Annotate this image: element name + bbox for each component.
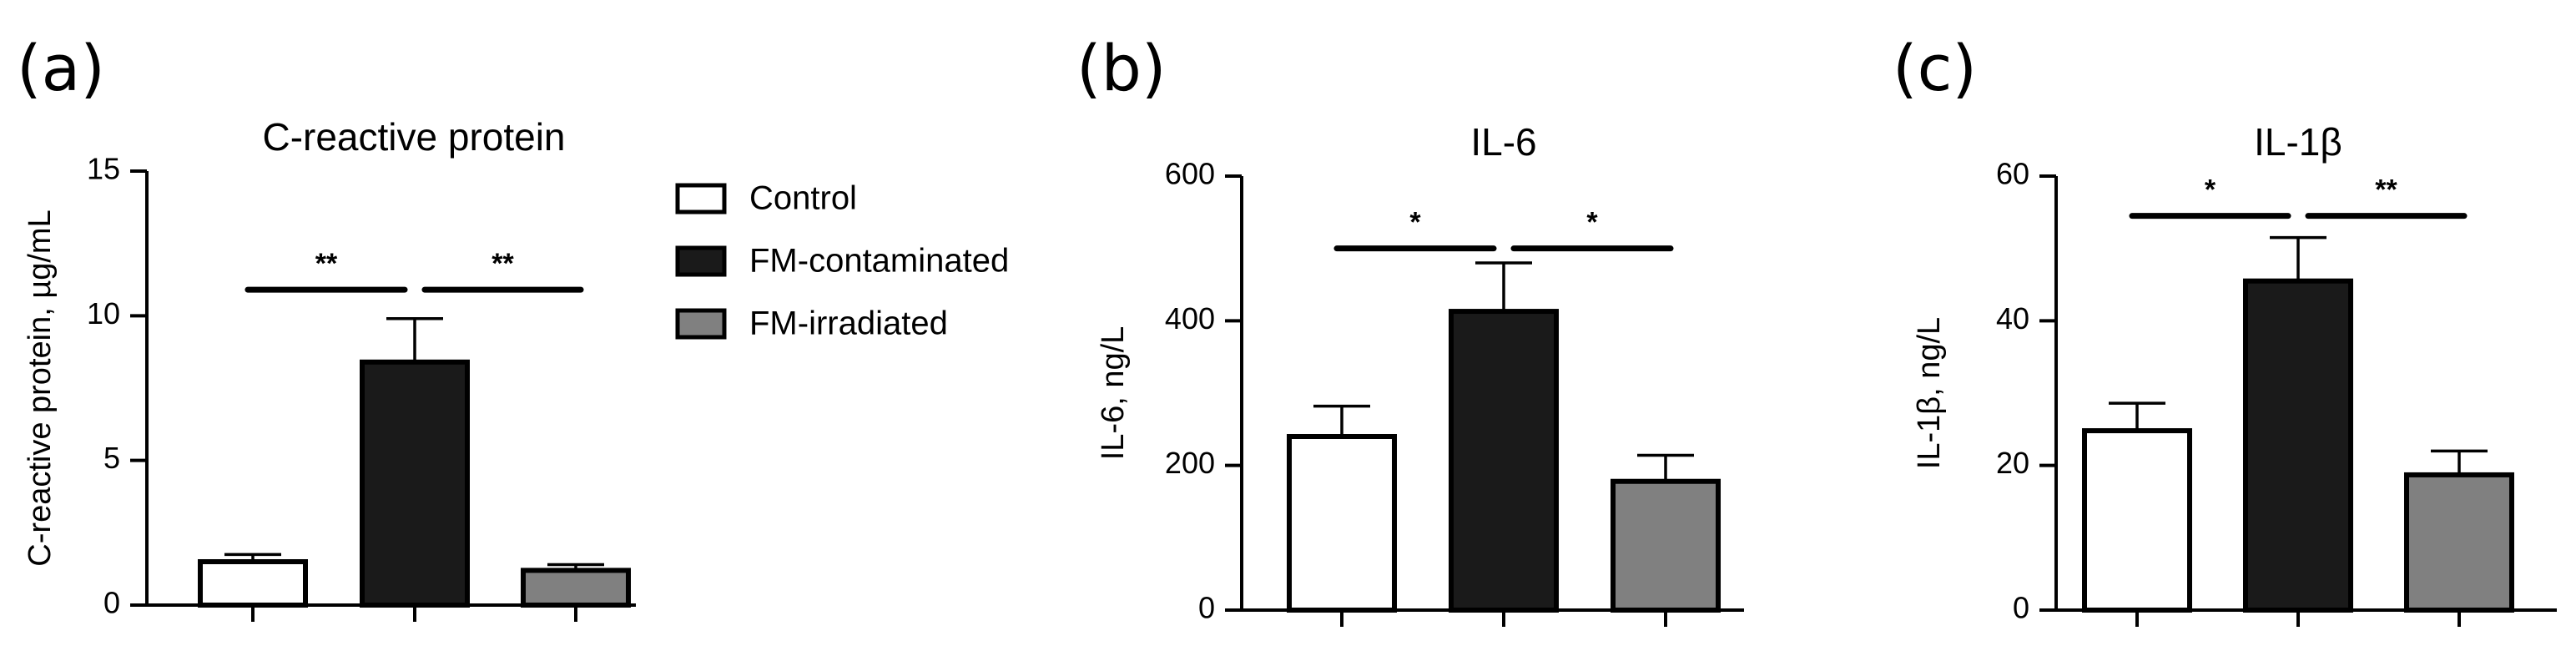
chart-title: C-reactive protein <box>262 115 565 159</box>
y-axis-label: IL-6, ng/L <box>1096 326 1131 461</box>
bar-fm-contaminated <box>360 359 470 608</box>
significance-label: ** <box>2375 174 2397 206</box>
y-tick-label: 60 <box>1996 157 2029 191</box>
bar-fm-irradiated <box>2404 472 2514 613</box>
y-tick-label: 40 <box>1996 301 2029 336</box>
chart-title: IL-1β <box>2254 120 2342 164</box>
y-tick-label: 10 <box>87 296 120 331</box>
bar-control <box>198 559 308 608</box>
significance-label: * <box>2205 174 2216 206</box>
significance-label: ** <box>492 248 514 280</box>
legend-label-control: Control <box>749 180 857 217</box>
chart-panel-1: (a) C-reactive protein C-reactive protein,… <box>17 31 636 622</box>
bar-fm-contaminated <box>1449 309 1559 613</box>
y-tick-label: 400 <box>1165 301 1215 336</box>
legend-item-fm-contaminated: FM-contaminated <box>675 243 1009 280</box>
y-tick-label: 200 <box>1165 446 1215 480</box>
chart-title: IL-6 <box>1470 120 1536 164</box>
legend-swatch-fm-irradiated <box>675 308 727 340</box>
legend-label-fm-contaminated: FM-contaminated <box>749 243 1009 280</box>
panel-label: (a) <box>17 31 105 105</box>
significance-label: * <box>1409 207 1421 239</box>
y-tick-label: 0 <box>1198 591 1215 625</box>
legend-item-fm-irradiated: FM-irradiated <box>675 305 948 342</box>
panel-label: (b) <box>1076 31 1167 105</box>
bar-fm-contaminated <box>2243 278 2353 613</box>
y-tick-label: 20 <box>1996 446 2029 480</box>
bar-control <box>2082 428 2192 613</box>
y-tick-label: 15 <box>87 152 120 186</box>
y-tick-label: 5 <box>103 441 120 475</box>
y-tick-label: 600 <box>1165 157 1215 191</box>
y-axis-label: C-reactive protein, µg/mL <box>23 209 58 566</box>
legend-item-control: Control <box>675 180 857 217</box>
significance-label: ** <box>315 248 338 280</box>
chart-panels: (a) C-reactive protein C-reactive protein,… <box>17 31 2557 627</box>
bar-fm-irradiated <box>1611 478 1721 613</box>
bar-fm-irradiated <box>521 568 631 608</box>
legend-swatch-fm-contaminated <box>675 245 727 277</box>
legend-label-fm-irradiated: FM-irradiated <box>749 305 948 342</box>
significance-label: * <box>1586 207 1598 239</box>
panel-label: (c) <box>1893 31 1977 105</box>
legend: Control FM-contaminated FM-irradiated <box>675 180 1009 342</box>
bar-control <box>1287 434 1397 613</box>
y-tick-label: 0 <box>2013 591 2029 625</box>
legend-swatch-control <box>675 183 727 214</box>
y-axis-label: IL-1β, ng/L <box>1912 317 1947 469</box>
y-tick-label: 0 <box>103 586 120 620</box>
chart-panel-2: (b) IL-6 IL-6, ng/L 0 200 400 600 * * <box>1076 31 1744 627</box>
